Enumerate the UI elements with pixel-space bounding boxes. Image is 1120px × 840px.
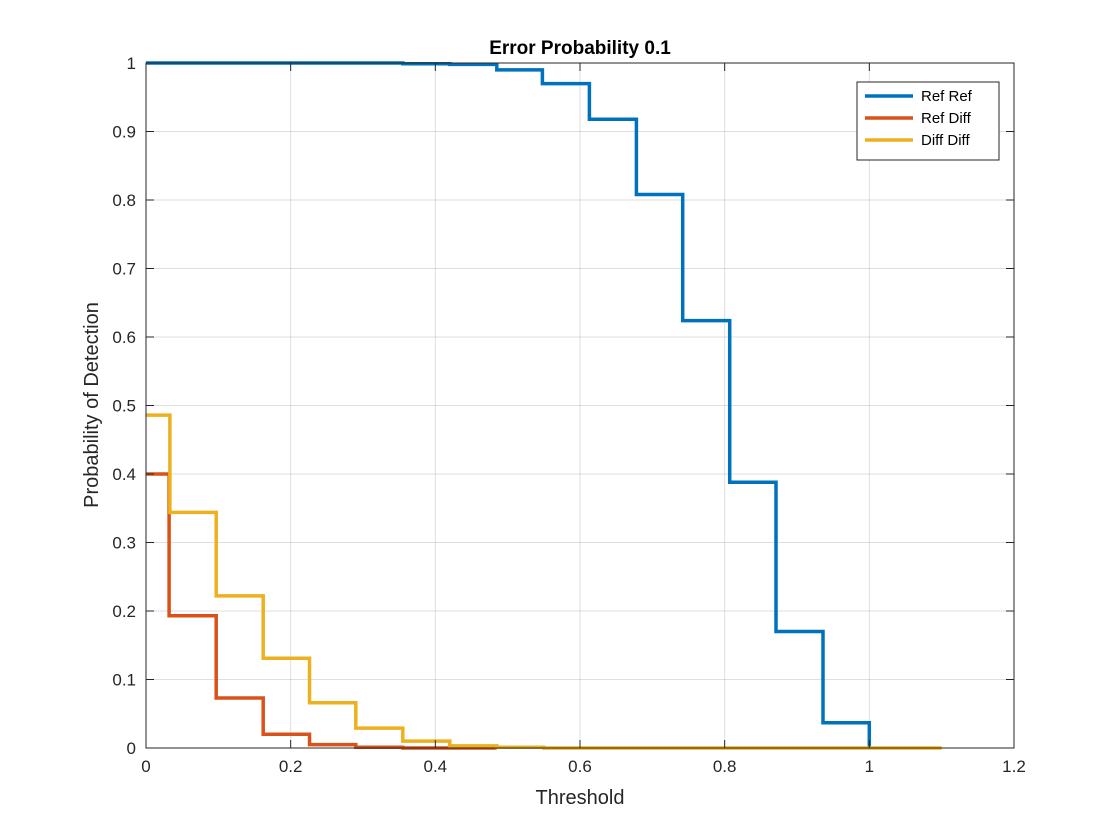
chart-title: Error Probability 0.1 [489, 38, 671, 59]
y-tick-label: 0.8 [112, 191, 136, 210]
ticks: 0 0.2 0.4 0.6 0.8 1 1.2 0 0.1 0.2 0.3 0.4 0.5 0.6 0.7 0… [112, 54, 1025, 776]
y-tick-label: 0.9 [112, 123, 136, 142]
y-tick-label: 0.2 [112, 602, 136, 621]
series-line-diff-diff [146, 413, 942, 750]
y-tick-label: 1 [127, 54, 136, 73]
x-tick-label: 0.4 [424, 757, 448, 776]
y-tick-label: 0.1 [112, 671, 136, 690]
y-tick-label: 0.6 [112, 328, 136, 347]
x-tick-label: 1.2 [1002, 757, 1026, 776]
legend-label-diff-diff: Diff Diff [921, 132, 970, 149]
y-tick-label: 0.5 [112, 397, 136, 416]
x-tick-label: 0.6 [568, 757, 592, 776]
x-axis-title: Threshold [536, 787, 625, 809]
y-axis-title: Probability of Detection [81, 302, 103, 508]
x-tick-label: 1 [865, 757, 874, 776]
y-tick-label: 0.4 [112, 465, 136, 484]
y-tick-label: 0 [127, 739, 136, 758]
x-tick-label: 0 [141, 757, 150, 776]
x-tick-label: 0.2 [279, 757, 303, 776]
plot-area [146, 63, 1014, 748]
legend-label-ref-ref: Ref Ref [921, 88, 973, 105]
x-tick-label: 0.8 [713, 757, 737, 776]
y-tick-label: 0.7 [112, 260, 136, 279]
legend: Ref Ref Ref Diff Diff Diff [856, 81, 1000, 161]
legend-label-ref-diff: Ref Diff [921, 110, 972, 127]
y-tick-label: 0.3 [112, 534, 136, 553]
